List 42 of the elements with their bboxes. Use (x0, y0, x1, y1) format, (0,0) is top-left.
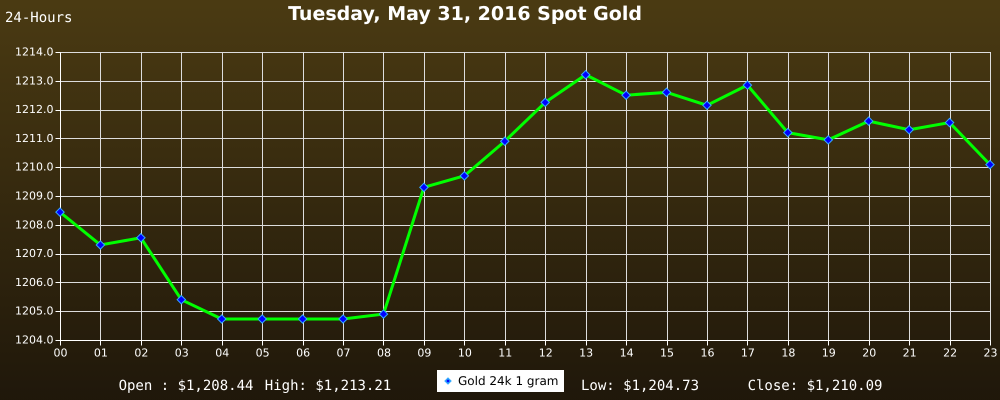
x-tick-label: 05 (256, 346, 270, 360)
x-tick-label: 02 (134, 346, 148, 360)
y-tick-label: 1207.0 (15, 247, 54, 260)
x-tick-label: 07 (336, 346, 351, 360)
x-tick-label: 13 (579, 346, 594, 360)
x-tick-label: 00 (54, 346, 68, 360)
chart-title: Tuesday, May 31, 2016 Spot Gold (288, 3, 642, 25)
y-tick-label: 1212.0 (15, 103, 54, 116)
text: 24-Hours (5, 10, 72, 26)
x-tick-label: 15 (660, 346, 674, 360)
y-tick-label: 1209.0 (15, 190, 54, 202)
x-tick-label: 16 (700, 346, 714, 360)
x-tick-label: 22 (943, 346, 958, 360)
text: Open : $1,208.44 (118, 378, 254, 394)
x-tick-label: 08 (376, 346, 391, 360)
y-tick-label: 1205.0 (15, 304, 54, 318)
x-tick-label: 03 (174, 346, 189, 360)
y-tick-label: 1211.0 (15, 132, 54, 145)
y-tick-label: 1214.0 (15, 46, 54, 58)
x-tick-label: 11 (498, 346, 512, 360)
text: Low: $1,204.73 (580, 378, 700, 394)
x-tick-label: 19 (822, 346, 836, 360)
x-tick-label: 18 (781, 346, 796, 360)
x-tick-label: 06 (296, 346, 310, 360)
x-tick-label: 20 (862, 346, 876, 360)
x-tick-label: 10 (458, 346, 472, 360)
x-tick-label: 04 (215, 346, 230, 360)
y-tick-label: 1213.0 (15, 74, 54, 88)
y-tick-label: 1210.0 (15, 160, 54, 174)
text: Close: $1,210.09 (748, 378, 882, 394)
x-tick-label: 23 (984, 346, 998, 360)
x-tick-label: 12 (538, 346, 553, 360)
x-tick-label: 09 (417, 346, 432, 360)
text: High: $1,213.21 (264, 378, 392, 394)
x-tick-label: 21 (902, 346, 917, 360)
y-tick-label: 1204.0 (15, 334, 54, 346)
x-tick-label: 17 (740, 346, 755, 360)
x-tick-label: 01 (94, 346, 108, 360)
legend-label: Gold 24k 1 gram (458, 374, 558, 388)
x-tick-label: 14 (620, 346, 634, 360)
y-tick-label: 1208.0 (15, 218, 54, 232)
y-tick-label: 1206.0 (15, 276, 54, 289)
